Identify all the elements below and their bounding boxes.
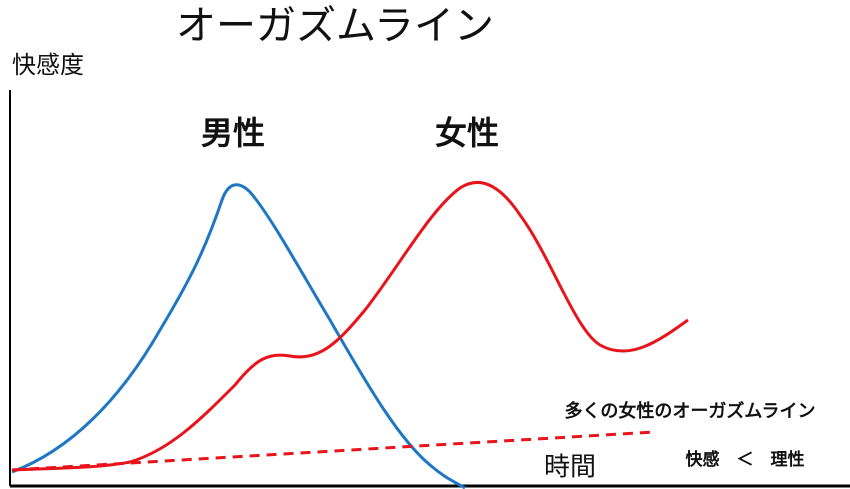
title: オーガズムライン bbox=[176, 3, 494, 49]
male-curve bbox=[11, 183, 466, 489]
note: 快感 ＜ 理性 bbox=[686, 449, 805, 470]
female-curve bbox=[11, 180, 689, 472]
line-label: 多くの女性のオーガズムライン bbox=[564, 400, 815, 422]
x-axis-label: 時間 bbox=[544, 453, 596, 483]
female-label: 女性 bbox=[435, 114, 499, 152]
male-label: 男性 bbox=[201, 114, 265, 152]
orgasm-line bbox=[11, 430, 656, 472]
y-axis-label: 快感度 bbox=[12, 51, 84, 79]
